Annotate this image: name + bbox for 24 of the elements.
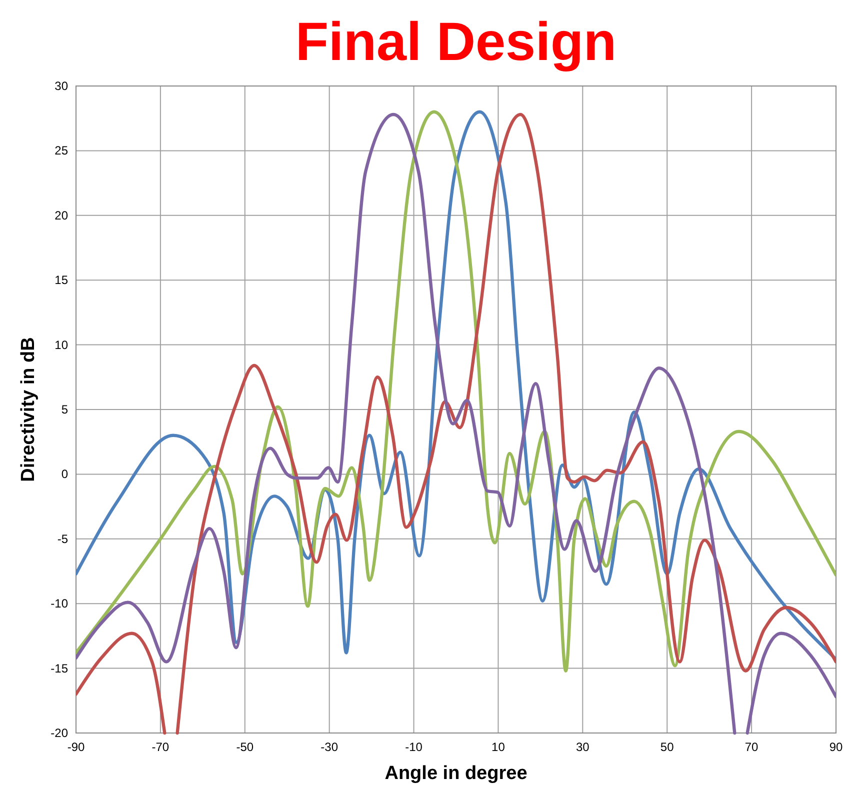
- x-tick-label: -90: [67, 740, 85, 754]
- x-tick-label: 70: [744, 740, 759, 754]
- y-tick-label: -10: [50, 596, 68, 611]
- y-tick-label: -5: [57, 532, 68, 546]
- x-tick-label: 30: [576, 740, 590, 754]
- y-tick-label: 15: [54, 273, 68, 288]
- y-axis-title: Directivity in dB: [18, 337, 39, 482]
- x-tick-label: -50: [236, 740, 254, 754]
- y-tick-label: -20: [50, 726, 68, 740]
- x-tick-label: 10: [492, 740, 506, 754]
- y-tick-label: 5: [61, 402, 68, 416]
- y-tick-label: 30: [54, 79, 68, 93]
- x-tick-label: 90: [829, 740, 843, 754]
- y-tick-label: 25: [54, 144, 68, 158]
- x-tick-label: 50: [660, 740, 674, 754]
- y-tick-label: 0: [61, 467, 68, 482]
- x-tick-label: -70: [152, 740, 170, 754]
- y-tick-label: -15: [50, 661, 68, 676]
- y-tick-label: 20: [54, 208, 68, 222]
- x-axis-title: Angle in degree: [384, 763, 528, 784]
- x-tick-label: -10: [405, 740, 423, 754]
- chart-title: Final Design: [295, 12, 617, 72]
- x-tick-label: -30: [320, 740, 338, 754]
- y-tick-label: 10: [54, 338, 68, 352]
